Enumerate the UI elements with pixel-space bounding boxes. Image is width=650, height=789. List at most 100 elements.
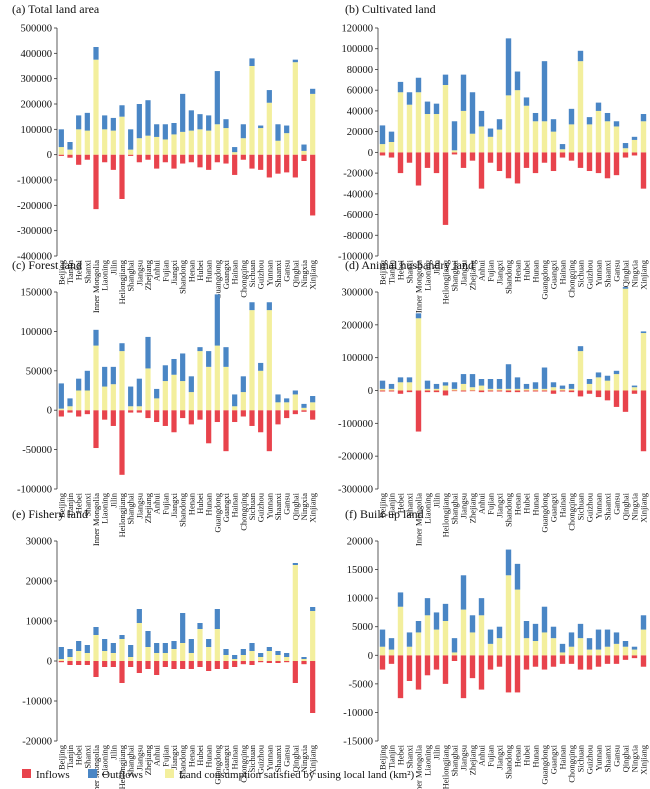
bar-inflows — [379, 390, 386, 392]
bar-inflows — [162, 154, 168, 163]
y-tick-label: 50000 — [26, 366, 52, 377]
x-tick-label: Shandong — [504, 492, 514, 527]
bar-local — [487, 136, 494, 153]
x-tick-label: Inner Mongolia — [414, 745, 424, 789]
bar-inflows — [284, 154, 290, 173]
chart-title: (d) Animal husbandry land — [345, 258, 474, 272]
x-tick-label: Guangxi — [549, 259, 559, 289]
bar-outflows — [84, 370, 90, 391]
x-tick-label: Anhui — [152, 259, 162, 281]
bar-inflows — [415, 390, 422, 432]
x-tick-label: Shandong — [178, 492, 188, 527]
chart-panel: (b) Cultivated land -100000 -80000 -60000 -4… — [338, 2, 649, 313]
x-tick-label: Inner Mongolia — [414, 260, 424, 313]
x-tick-label: Beijing — [56, 259, 66, 285]
bar-outflows — [102, 115, 108, 130]
bar-outflows — [301, 144, 307, 151]
bar-local — [631, 649, 638, 656]
bar-outflows — [505, 364, 512, 389]
bar-outflows — [232, 394, 238, 407]
bar-inflows — [223, 154, 229, 164]
x-tick-label: Tianjin — [387, 492, 397, 517]
x-tick-label: Guizhou — [256, 492, 266, 522]
x-tick-label: Jiangsu — [134, 492, 144, 518]
bar-outflows — [154, 643, 160, 653]
bar-local — [171, 649, 177, 661]
bar-outflows — [275, 394, 281, 403]
bar-inflows — [206, 661, 212, 671]
bar-local — [258, 370, 264, 411]
x-tick-label: Inner Mongolia — [414, 493, 424, 546]
bar-local — [406, 104, 413, 153]
bar-local — [145, 647, 151, 661]
bar-inflows — [550, 655, 557, 667]
bar-outflows — [240, 649, 246, 655]
bar-inflows — [478, 655, 485, 690]
x-tick-label: Anhui — [477, 492, 487, 514]
y-tick-label: 10000 — [347, 594, 373, 605]
bar-outflows — [301, 657, 307, 659]
bar-outflows — [223, 649, 229, 655]
x-tick-label: Hunan — [204, 259, 214, 282]
legend-swatch-inflows — [22, 769, 31, 778]
bar-local — [240, 392, 246, 411]
bar-outflows — [145, 336, 151, 369]
bar-outflows — [188, 639, 194, 653]
bar-local — [397, 606, 404, 656]
y-tick-label: 5000 — [352, 622, 373, 633]
y-tick-label: -100000 — [17, 176, 52, 187]
x-tick-label: Tianjin — [65, 744, 75, 769]
bar-local — [469, 133, 476, 153]
x-tick-label: Tianjin — [387, 744, 397, 769]
bar-inflows — [180, 661, 186, 669]
y-tick-label: 200000 — [342, 320, 374, 331]
x-tick-label: Guangxi — [221, 744, 231, 774]
y-tick-label: -15000 — [343, 737, 373, 748]
bar-outflows — [487, 128, 494, 137]
y-tick-label: 0 — [368, 148, 373, 159]
bar-inflows — [559, 390, 566, 392]
bar-local — [622, 148, 629, 153]
x-tick-label: Zhejiang — [468, 492, 478, 523]
bar-inflows — [523, 152, 530, 168]
bar-local — [292, 62, 298, 155]
y-tick-label: 0 — [47, 657, 52, 668]
bar-outflows — [180, 613, 186, 643]
x-tick-label: Shanxi — [82, 492, 92, 516]
bar-local — [559, 149, 566, 153]
x-tick-label: Guangxi — [549, 744, 559, 774]
chart-panel: (c) Forest land -100000 -50000 0 50000 100000… — [12, 258, 318, 546]
bar-local — [388, 649, 395, 656]
x-tick-label: Liaoning — [423, 744, 433, 775]
bar-outflows — [136, 609, 142, 623]
x-tick-label: Shanghai — [450, 744, 460, 776]
x-tick-label: Jiangsu — [459, 259, 469, 285]
x-tick-label: Guangxi — [549, 492, 559, 522]
bar-inflows — [514, 390, 521, 393]
x-tick-label: Beijing — [378, 259, 388, 285]
bar-outflows — [577, 50, 584, 62]
bar-inflows — [128, 661, 134, 667]
bar-inflows — [604, 655, 611, 664]
bar-local — [541, 121, 548, 153]
x-tick-label: Inner Mongolia — [91, 493, 101, 546]
bar-outflows — [76, 641, 82, 651]
bar-local — [433, 629, 440, 656]
bar-local — [379, 144, 386, 153]
y-tick-label: 80000 — [347, 65, 373, 76]
bar-local — [514, 388, 521, 391]
x-tick-label: Guangdong — [540, 492, 550, 532]
bar-inflows — [188, 661, 194, 669]
x-tick-label: Shandong — [178, 259, 188, 294]
bar-outflows — [284, 125, 290, 134]
x-tick-label: Jiangxi — [169, 492, 179, 517]
bar-outflows — [154, 124, 160, 137]
bar-outflows — [415, 77, 422, 93]
bar-inflows — [379, 655, 386, 670]
bar-outflows — [388, 131, 395, 142]
bar-local — [188, 653, 194, 661]
bar-inflows — [275, 661, 281, 663]
bar-inflows — [292, 661, 298, 683]
bar-inflows — [505, 655, 512, 693]
bar-local — [232, 406, 238, 411]
